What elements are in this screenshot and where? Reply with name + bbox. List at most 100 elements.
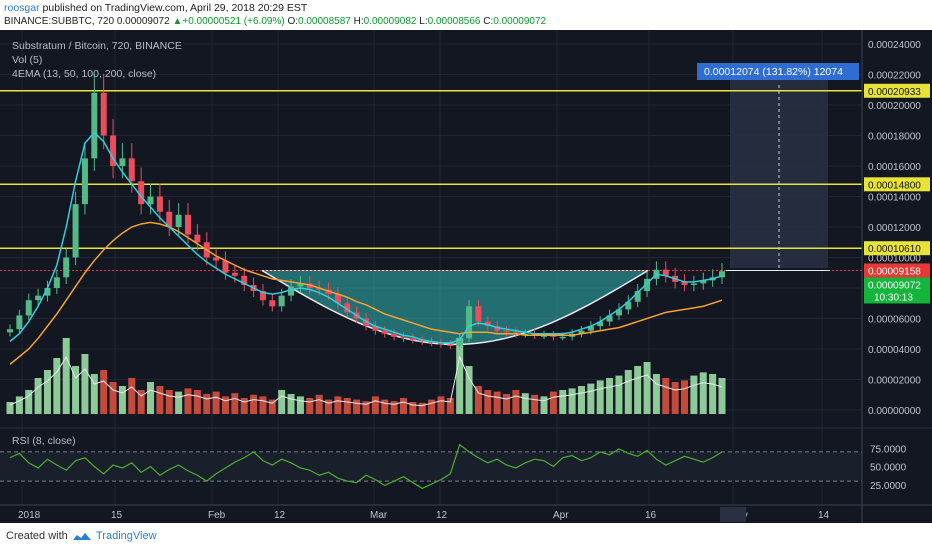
volume-bar [62, 338, 70, 414]
level-tag [864, 241, 930, 256]
volume-ma-line [9, 355, 723, 407]
volume-bar [634, 366, 642, 414]
rsi-tick-label: 25.0000 [870, 481, 907, 492]
x-tick-label: Mar [370, 510, 388, 521]
rsi-line [9, 443, 723, 490]
candle-body [475, 306, 482, 322]
volume-bar [371, 396, 379, 414]
y-tick-label: 0.00000000 [868, 406, 921, 417]
volume-bar [465, 366, 473, 414]
volume-bar [147, 382, 155, 414]
candle-body [409, 338, 416, 340]
candle-body [231, 272, 238, 276]
level-tag [864, 177, 930, 192]
y-tick-label: 0.00010000 [868, 254, 921, 265]
candle-body [550, 335, 557, 337]
volume-bar [90, 374, 98, 414]
y-tick-label: 0.00004000 [868, 345, 921, 356]
x-tick-label: 15 [111, 510, 123, 521]
candle-body [81, 158, 88, 205]
volume-bar [606, 378, 614, 414]
volume-bar [484, 390, 492, 414]
rsi-tick-label: 50.0000 [870, 463, 907, 474]
candle-body [35, 295, 42, 301]
ohlc-line: BINANCE:SUBBTC, 720 0.00009072 ▲+0.00000… [4, 16, 546, 27]
chart-header: roosgar published on TradingView.com, Ap… [0, 0, 932, 30]
volume-bar [709, 374, 717, 414]
candle-body [334, 294, 341, 304]
ema13-line [9, 131, 723, 344]
candle-body [7, 329, 13, 333]
close-label: C: [483, 16, 494, 27]
volume-bar [718, 378, 726, 414]
volume-bar [156, 386, 164, 414]
candle-body [110, 135, 117, 166]
candle-body [53, 277, 60, 288]
candle-body [662, 269, 669, 276]
username-link[interactable]: roosgar [4, 2, 40, 14]
volume-bar [474, 386, 482, 414]
y-tick-label: 0.00016000 [868, 162, 921, 173]
x-tick-label: 2018 [18, 510, 41, 521]
candle-body [166, 211, 173, 227]
volume-bar [456, 338, 464, 414]
candle-body [147, 196, 154, 205]
chart-area[interactable]: 75.0000 50.0000 25.0000 0.00024000 0.0002200… [0, 30, 932, 523]
candle-body [241, 275, 248, 285]
y-tick-label: 0.00006000 [868, 315, 921, 326]
volume-bar [428, 399, 436, 414]
y-tick-label: 0.00020000 [868, 101, 921, 112]
volume-bar [53, 358, 61, 414]
volume-bar [128, 378, 136, 414]
level-tag [864, 83, 930, 98]
high-value: 0.00009082 [363, 16, 417, 27]
candle-body [91, 92, 98, 159]
chart-canvas[interactable]: 75.0000 50.0000 25.0000 0.00024000 0.0002200… [0, 30, 932, 523]
candle-body [700, 280, 707, 284]
volume-bar [446, 398, 454, 414]
last-price: 0.00009072 [116, 16, 170, 27]
symbol-label: BINANCE:SUBBTC, 720 [4, 16, 115, 27]
volume-bar [577, 386, 585, 414]
volume-bar [100, 370, 108, 414]
volume-bar [15, 396, 23, 414]
volume-bar [624, 370, 632, 414]
volume-bar [681, 380, 689, 414]
volume-bar [109, 382, 117, 414]
resistance-tag [864, 263, 930, 278]
volume-bar [296, 396, 304, 414]
volume-bar [175, 391, 183, 414]
candle-body [419, 339, 426, 342]
volume-bar [549, 391, 557, 414]
published-text: published on TradingView.com, April 29, … [42, 2, 308, 14]
candle-body [400, 336, 407, 339]
volume-bar [559, 390, 567, 414]
volume-bar [353, 399, 361, 414]
volume-bar [306, 398, 314, 414]
high-label: H: [353, 16, 364, 27]
candle-body [522, 333, 529, 336]
volume-bar [699, 372, 707, 414]
candle-body [25, 300, 32, 316]
candle-body [690, 283, 697, 285]
candle-body [391, 333, 398, 337]
open-value: 0.00008587 [298, 16, 351, 27]
rsi-band [0, 451, 862, 482]
volume-bar [493, 391, 501, 414]
volume-bar [690, 375, 698, 414]
volume-bar [287, 394, 295, 414]
volume-bar [512, 390, 520, 414]
candle-body [269, 300, 276, 307]
candle-body [138, 181, 145, 205]
volume-bar [165, 390, 173, 414]
candle-body [719, 271, 725, 278]
volume-bar [221, 396, 229, 414]
y-tick-label: 0.00014000 [868, 193, 921, 204]
volume-bar [390, 401, 398, 414]
volume-bar [259, 396, 267, 414]
volume-bar [587, 383, 595, 414]
legend-rsi: RSI (8, close) [12, 435, 76, 447]
tradingview-brand-link[interactable]: TradingView [96, 530, 157, 542]
volume-bar [503, 394, 511, 414]
volume-bar [72, 366, 80, 414]
